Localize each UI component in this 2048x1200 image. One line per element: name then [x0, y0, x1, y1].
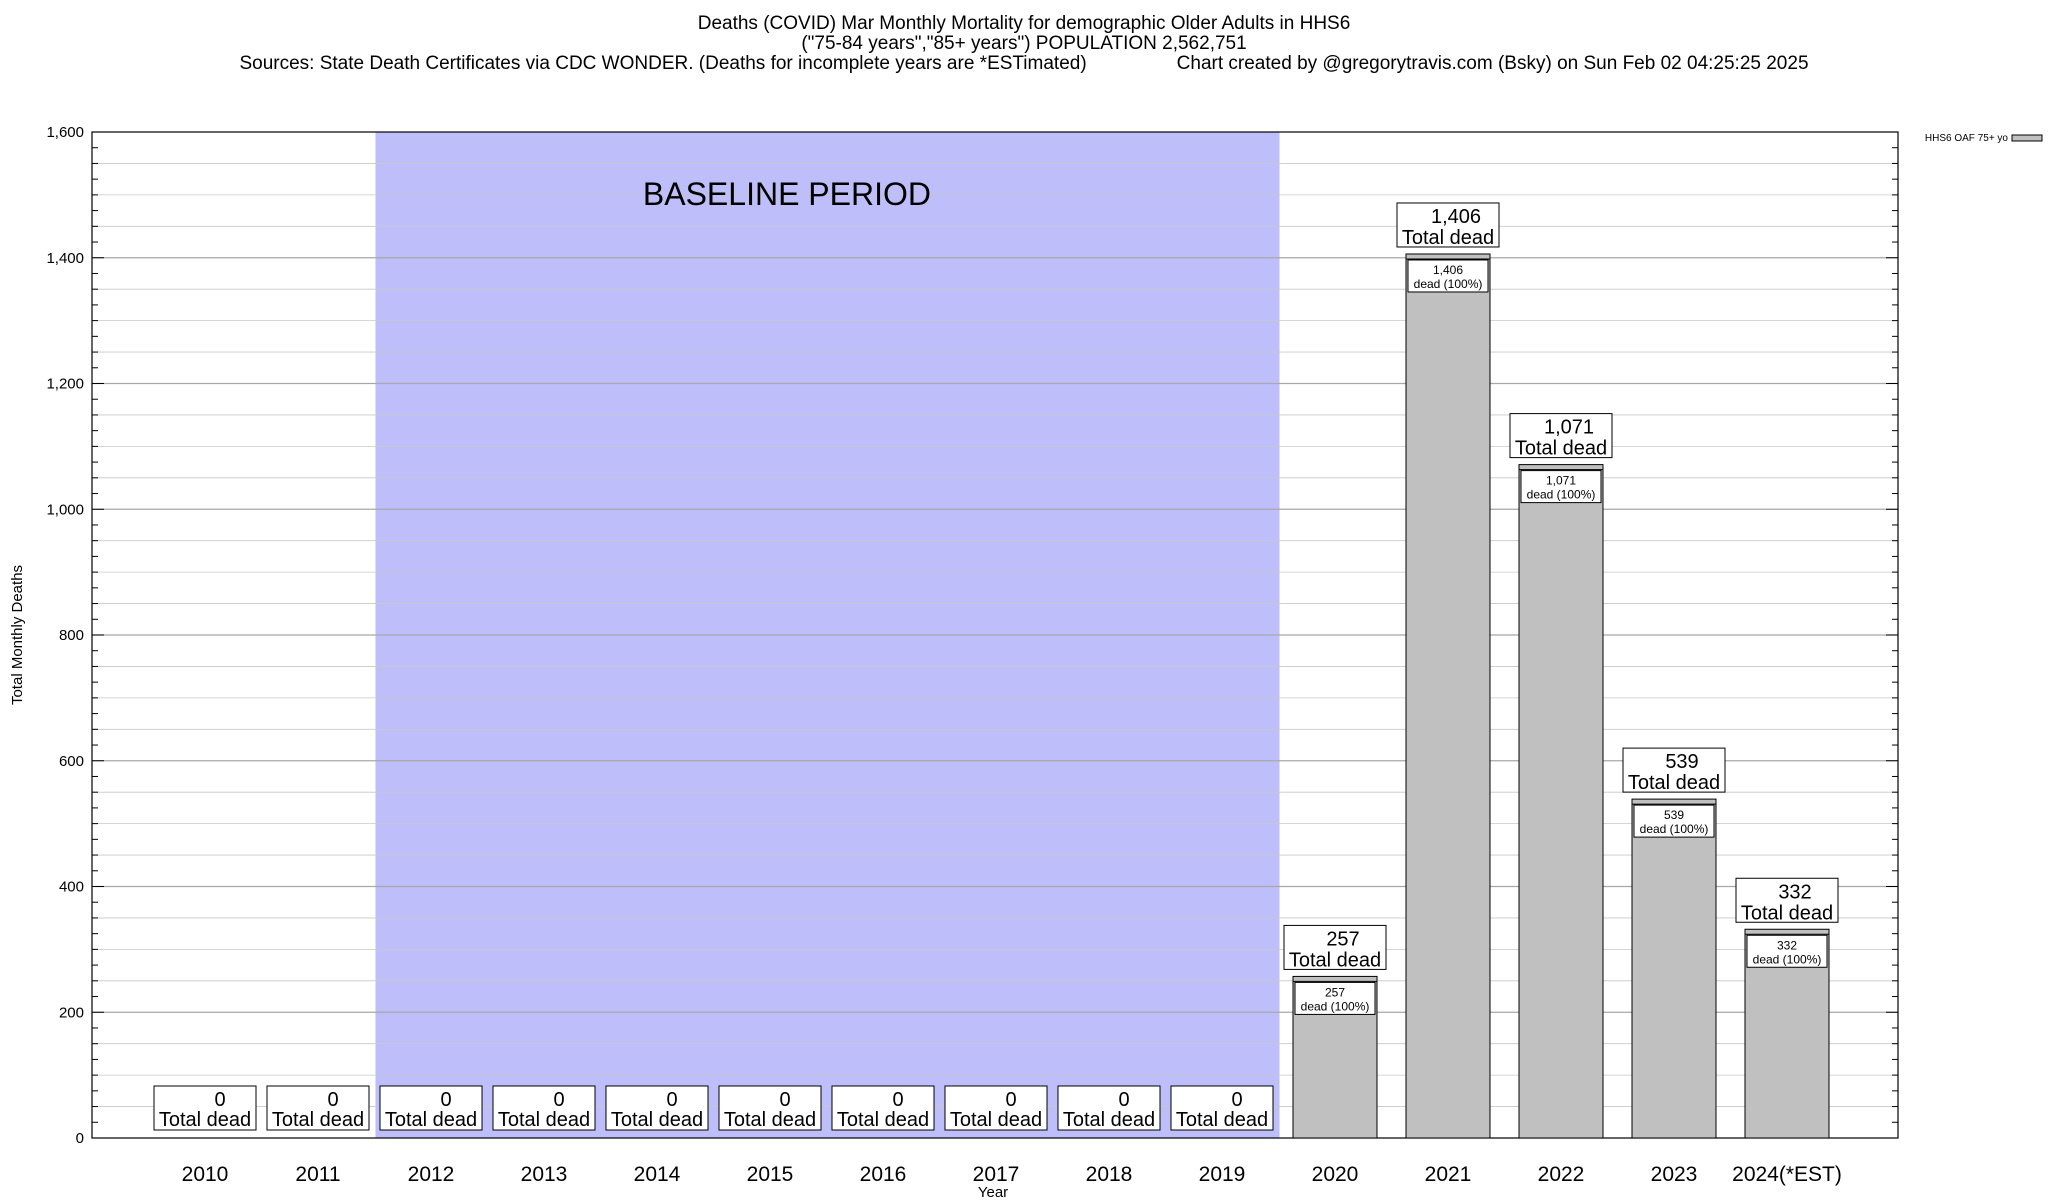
legend-label: HHS6 OAF 75+ yo — [1925, 133, 2009, 144]
total-caption-label: Total dead — [159, 1109, 251, 1131]
total-label-box — [605, 1085, 709, 1131]
bar-inner-label-box — [1746, 934, 1828, 968]
x-tick-label: 2023 — [1651, 1163, 1698, 1186]
y-tick-label: 400 — [59, 879, 84, 896]
x-tick-label: 2020 — [1312, 1163, 1359, 1186]
bar-inner-label-box — [1633, 804, 1715, 838]
x-tick-label: 2015 — [747, 1163, 794, 1186]
bar — [1405, 253, 1491, 1139]
x-tick-label: 2024(*EST) — [1732, 1163, 1842, 1186]
total-value-label: 0 — [327, 1089, 338, 1111]
y-axis-label: Total Monthly Deaths — [9, 565, 26, 705]
total-caption-label: Total dead — [1063, 1109, 1155, 1131]
total-caption-label: Total dead — [1628, 772, 1720, 794]
total-caption-label: Total dead — [272, 1109, 364, 1131]
y-tick-label: 600 — [59, 753, 84, 770]
chart-credit: Chart created by @gregorytravis.com (Bsk… — [1176, 53, 1809, 74]
chart-subtitle: ("75-84 years","85+ years") POPULATION 2… — [801, 33, 1247, 54]
total-caption-label: Total dead — [1515, 438, 1607, 460]
total-value-label: 0 — [214, 1089, 225, 1111]
total-label-box — [379, 1085, 483, 1131]
legend-swatch — [2011, 134, 2043, 142]
bar-inner-label-box — [1407, 259, 1489, 293]
y-tick-label: 800 — [59, 627, 84, 644]
bar-inner-value: 539 — [1664, 808, 1684, 822]
total-caption-label: Total dead — [1176, 1109, 1268, 1131]
total-label-box — [153, 1085, 257, 1131]
bar-inner-caption: dead (100%) — [1301, 999, 1370, 1013]
y-tick-label: 1,600 — [46, 124, 84, 141]
total-value-label: 0 — [440, 1089, 451, 1111]
x-tick-label: 2013 — [521, 1163, 568, 1186]
total-caption-label: Total dead — [1289, 949, 1381, 971]
total-label-box — [1283, 924, 1387, 970]
total-value-label: 0 — [1118, 1089, 1129, 1111]
total-caption-label: Total dead — [385, 1109, 477, 1131]
total-label-box — [1622, 747, 1726, 793]
total-label-box — [492, 1085, 596, 1131]
x-tick-label: 2021 — [1425, 1163, 1472, 1186]
total-label-box — [1509, 413, 1613, 459]
x-tick-label: 2012 — [408, 1163, 455, 1186]
y-tick-label: 200 — [59, 1004, 84, 1021]
total-caption-label: Total dead — [611, 1109, 703, 1131]
x-tick-label: 2011 — [295, 1163, 340, 1186]
total-caption-label: Total dead — [1741, 902, 1833, 924]
bar — [1631, 798, 1717, 1139]
bar-inner-value: 332 — [1777, 938, 1797, 952]
total-value-label: 1,071 — [1544, 417, 1594, 439]
total-label-box — [1170, 1085, 1274, 1131]
chart-title: Deaths (COVID) Mar Monthly Mortality for… — [697, 13, 1351, 34]
total-value-label: 0 — [779, 1089, 790, 1111]
y-tick-label: 1,200 — [46, 376, 84, 393]
y-tick-label: 1,000 — [46, 501, 84, 518]
total-label-box — [1396, 202, 1500, 248]
total-label-box — [718, 1085, 822, 1131]
bar-inner-value: 1,406 — [1433, 263, 1463, 277]
total-label-box — [266, 1085, 370, 1131]
bar — [1518, 464, 1604, 1139]
total-value-label: 332 — [1778, 881, 1811, 903]
chart-sources-line: Sources: State Death Certificates via CD… — [0, 54, 2048, 74]
bar-inner-value: 257 — [1325, 985, 1345, 999]
total-value-label: 1,406 — [1431, 206, 1481, 228]
total-value-label: 0 — [1005, 1089, 1016, 1111]
x-axis-label: Year — [978, 1184, 1008, 1200]
x-tick-label: 2016 — [860, 1163, 907, 1186]
total-label-box — [944, 1085, 1048, 1131]
baseline-label: BASELINE PERIOD — [643, 176, 931, 212]
total-label-box — [831, 1085, 935, 1131]
x-tick-label: 2010 — [182, 1163, 229, 1186]
x-tick-label: 2018 — [1086, 1163, 1133, 1186]
total-value-label: 0 — [892, 1089, 903, 1111]
bar-inner-label-box — [1520, 470, 1602, 504]
chart-sources: Sources: State Death Certificates via CD… — [239, 53, 1087, 74]
bar-inner-caption: dead (100%) — [1414, 277, 1483, 291]
bar-inner-caption: dead (100%) — [1527, 488, 1596, 502]
x-tick-label: 2014 — [634, 1163, 681, 1186]
total-caption-label: Total dead — [950, 1109, 1042, 1131]
bar-inner-value: 1,071 — [1546, 474, 1576, 488]
bar-inner-caption: dead (100%) — [1753, 952, 1822, 966]
bar-inner-caption: dead (100%) — [1640, 822, 1709, 836]
total-caption-label: Total dead — [498, 1109, 590, 1131]
total-value-label: 257 — [1326, 928, 1359, 950]
total-value-label: 0 — [666, 1089, 677, 1111]
x-tick-label: 2022 — [1538, 1163, 1585, 1186]
y-tick-label: 0 — [76, 1130, 84, 1147]
x-tick-label: 2017 — [973, 1163, 1020, 1186]
bar-inner-label-box — [1294, 981, 1376, 1015]
total-caption-label: Total dead — [1402, 227, 1494, 249]
total-value-label: 0 — [1231, 1089, 1242, 1111]
total-label-box — [1057, 1085, 1161, 1131]
total-caption-label: Total dead — [837, 1109, 929, 1131]
total-value-label: 0 — [553, 1089, 564, 1111]
total-caption-label: Total dead — [724, 1109, 816, 1131]
total-value-label: 539 — [1665, 751, 1698, 773]
total-label-box — [1735, 877, 1839, 923]
y-tick-label: 1,400 — [46, 250, 84, 267]
x-tick-label: 2019 — [1199, 1163, 1246, 1186]
plot-frame — [91, 131, 1899, 1139]
